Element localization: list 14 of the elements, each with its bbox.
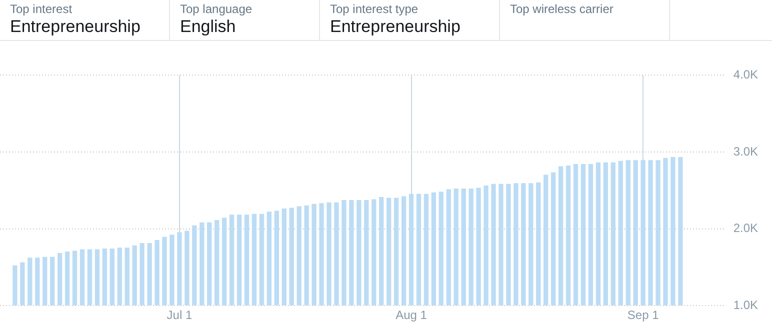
text: English (180, 16, 237, 38)
text: Top interest type (330, 2, 420, 16)
y-tick-label: 4.0K (733, 68, 758, 82)
text: Top wireless carrier (510, 2, 614, 16)
y-tick-label: 2.0K (733, 221, 758, 236)
text: Top language (180, 2, 254, 16)
text: Entrepreneurship (330, 16, 462, 38)
x-tick-label: Aug 1 (396, 308, 428, 322)
text: Entrepreneurship (10, 16, 142, 38)
y-tick-label: 1.0K (733, 298, 758, 312)
x-tick-label: Sep 1 (627, 308, 660, 322)
text: Top interest (10, 2, 74, 16)
y-tick-label: 3.0K (733, 144, 758, 158)
x-tick-label: Jul 1 (166, 308, 192, 322)
